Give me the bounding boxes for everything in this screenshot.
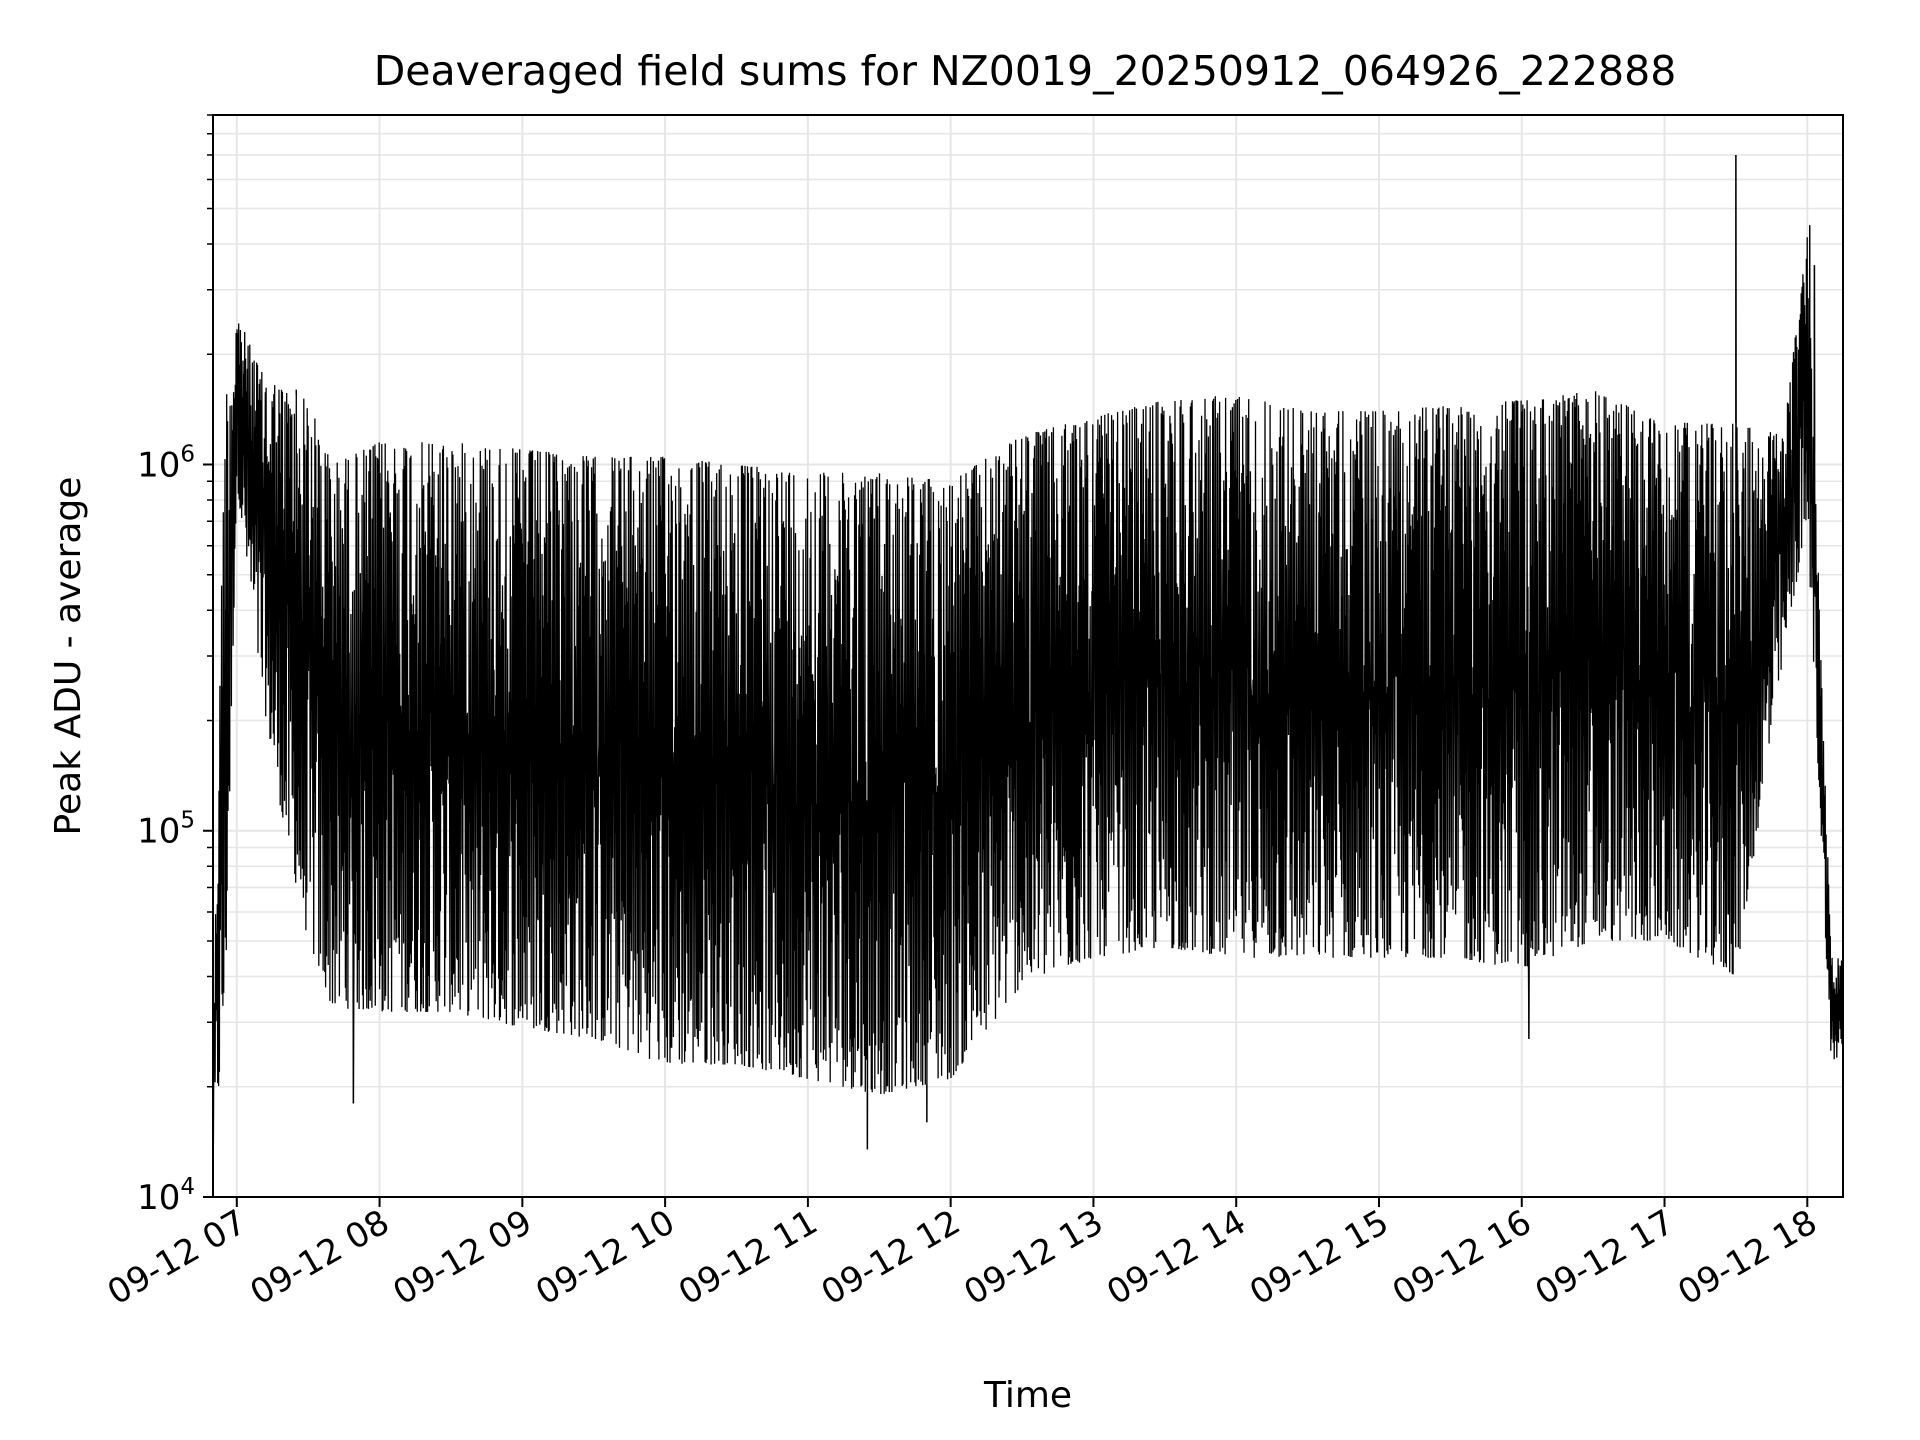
chart-title: Deaveraged field sums for NZ0019_2025091… <box>374 47 1677 95</box>
y-tick-label: 105 <box>137 808 195 852</box>
x-axis-label: Time <box>983 1375 1072 1416</box>
data-series <box>212 154 1844 1150</box>
series-line <box>212 154 1844 1150</box>
y-tick-label: 104 <box>137 1174 195 1218</box>
y-axis-label: Peak ADU - average <box>48 477 89 836</box>
y-tick-label: 106 <box>137 441 195 485</box>
